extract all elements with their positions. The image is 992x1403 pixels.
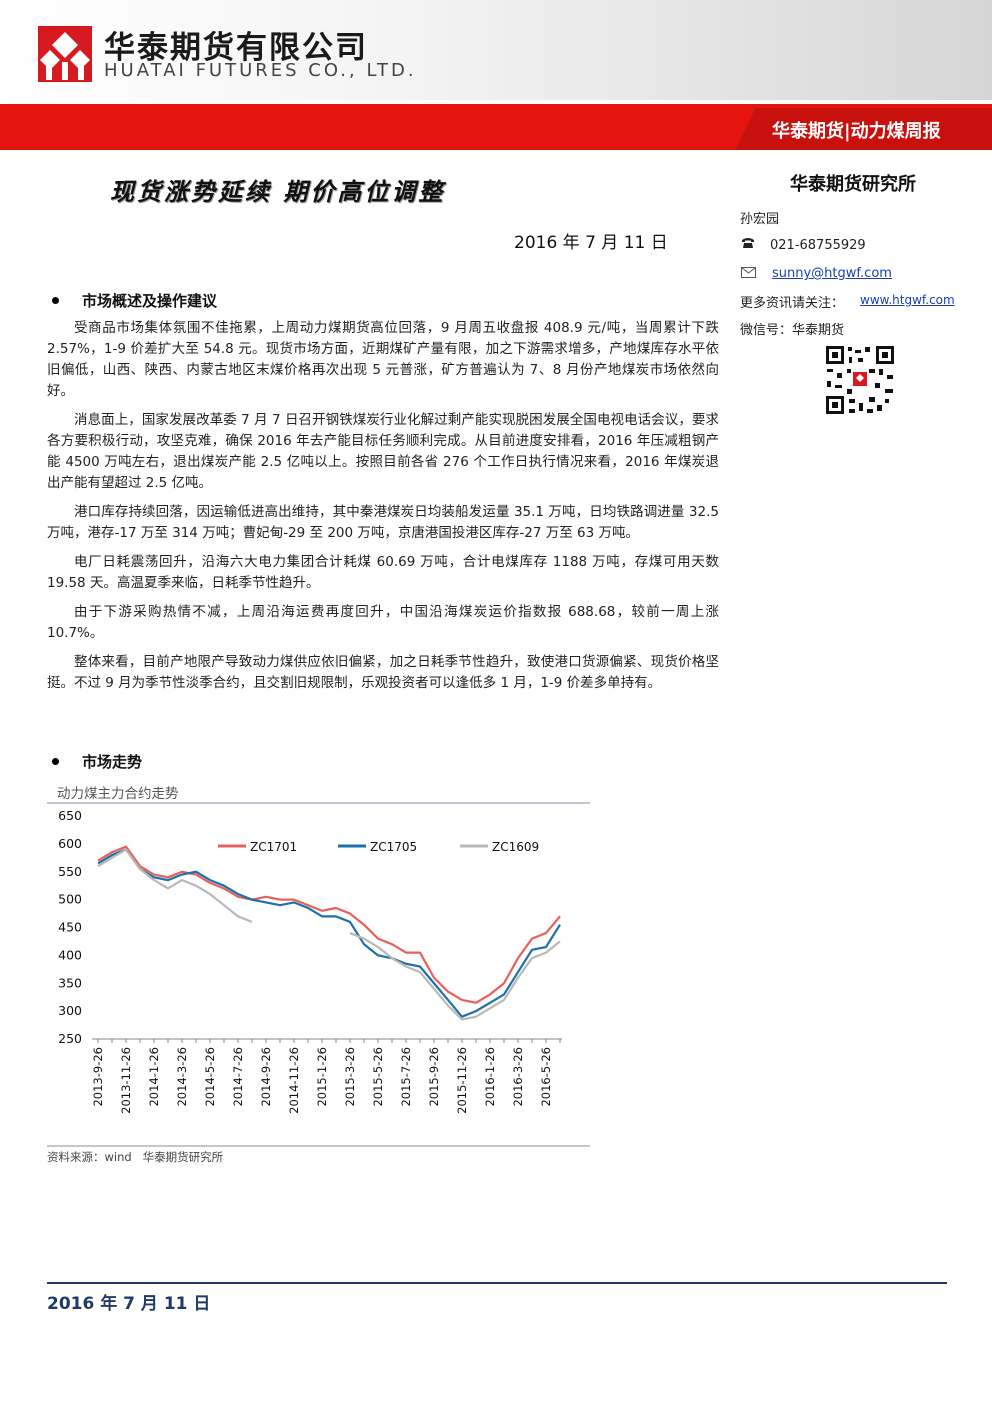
company-en: HUATAI FUTURES CO., LTD.: [104, 60, 417, 81]
logo: [38, 26, 92, 82]
institute: 华泰期货研究所: [790, 174, 916, 195]
qr-code: [825, 345, 895, 415]
paragraph: 受商品市场集体氛围不佳拖累，上周动力煤期货高位回落，9 月周五收盘报 408.9…: [47, 320, 719, 399]
y-tick-label: 550: [58, 864, 82, 879]
website[interactable]: www.htgwf.com: [860, 293, 955, 307]
legend-label: ZC1701: [250, 840, 297, 854]
paragraph: 港口库存持续回落，因运输低进高出维持，其中秦港煤炭日均装船发运量 35.1 万吨…: [47, 504, 719, 541]
y-tick-label: 300: [58, 1003, 82, 1018]
title: 现货涨势延续 期价高位调整: [110, 177, 446, 206]
x-tick-label: 2015-9-26: [427, 1047, 441, 1107]
author: 孙宏园: [740, 212, 780, 227]
phone: 021-68755929: [770, 238, 866, 253]
paragraph: 消息面上，国家发展改革委 7 月 7 日召开钢铁煤炭行业化解过剩产能实现脱困发展…: [47, 412, 719, 491]
chart-source: 资料来源：wind 华泰期货研究所: [47, 1150, 224, 1164]
section-heading: 市场概述及操作建议: [51, 292, 218, 310]
y-tick-label: 250: [58, 1031, 82, 1046]
legend-label: ZC1705: [370, 840, 417, 854]
header-band: [0, 0, 992, 100]
mail-icon: [741, 267, 756, 278]
series-line: [97, 845, 561, 1004]
x-tick-label: 2015-5-26: [371, 1047, 385, 1107]
y-tick-label: 500: [58, 892, 82, 907]
x-tick-label: 2014-1-26: [147, 1047, 161, 1107]
x-tick-label: 2016-1-26: [483, 1047, 497, 1107]
more-label: 更多资讯请关注：: [740, 296, 845, 311]
paragraph: 整体来看，目前产地限产导致动力煤供应依旧偏紧，加之日耗季节性趋升，致使港口货源偏…: [47, 654, 719, 691]
section-heading: 市场走势: [51, 753, 143, 771]
legend-label: ZC1609: [492, 840, 539, 854]
y-tick-label: 650: [58, 808, 82, 823]
series-line: [97, 848, 561, 1021]
x-tick-label: 2015-7-26: [399, 1047, 413, 1107]
x-tick-label: 2013-11-26: [119, 1047, 133, 1114]
paragraph: 由于下游采购热情不减，上周沿海运费再度回升，中国沿海煤炭运价指数报 688.68…: [47, 604, 719, 641]
chart-rule: [47, 1145, 590, 1147]
x-tick-label: 2015-11-26: [455, 1047, 469, 1114]
y-tick-label: 600: [58, 836, 82, 851]
x-tick-label: 2013-9-26: [91, 1047, 105, 1107]
chart: 250 300 350 400 450 500 550 600 650 2013-9-26 2013…: [58, 808, 562, 1114]
chart-rule: [47, 802, 590, 804]
y-tick-label: 350: [58, 975, 82, 990]
x-tick-label: 2016-5-26: [539, 1047, 553, 1107]
x-tick-label: 2014-11-26: [287, 1047, 301, 1114]
x-tick-label: 2015-3-26: [343, 1047, 357, 1107]
tag-band: [735, 108, 992, 150]
footer-rule: [47, 1282, 947, 1284]
section-body: 受商品市场集体氛围不佳拖累，上周动力煤期货高位回落，9 月周五收盘报 408.9…: [47, 318, 719, 702]
y-tick-label: 450: [58, 920, 82, 935]
x-tick-label: 2015-1-26: [315, 1047, 329, 1107]
x-tick-label: 2014-5-26: [203, 1047, 217, 1107]
y-tick-label: 400: [58, 947, 82, 962]
report-date: 2016 年 7 月 11 日: [514, 233, 668, 253]
x-tick-label: 2016-3-26: [511, 1047, 525, 1107]
paragraph: 电厂日耗震荡回升，沿海六大电力集团合计耗煤 60.69 万吨，合计电煤库存 11…: [47, 554, 719, 591]
footer-date: 2016 年 7 月 11 日: [47, 1294, 211, 1314]
wechat: 微信号：华泰期货: [740, 323, 845, 338]
report-tag: 华泰期货|动力煤周报: [772, 121, 941, 142]
x-tick-label: 2014-7-26: [231, 1047, 245, 1107]
chart-title: 动力煤主力合约走势: [57, 786, 179, 802]
email[interactable]: sunny@htgwf.com: [772, 266, 892, 281]
series-line: [97, 848, 561, 1018]
x-tick-label: 2014-3-26: [175, 1047, 189, 1107]
x-tick-label: 2014-9-26: [259, 1047, 273, 1107]
phone-icon: [742, 238, 754, 248]
company-cn: 华泰期货有限公司: [104, 30, 368, 66]
